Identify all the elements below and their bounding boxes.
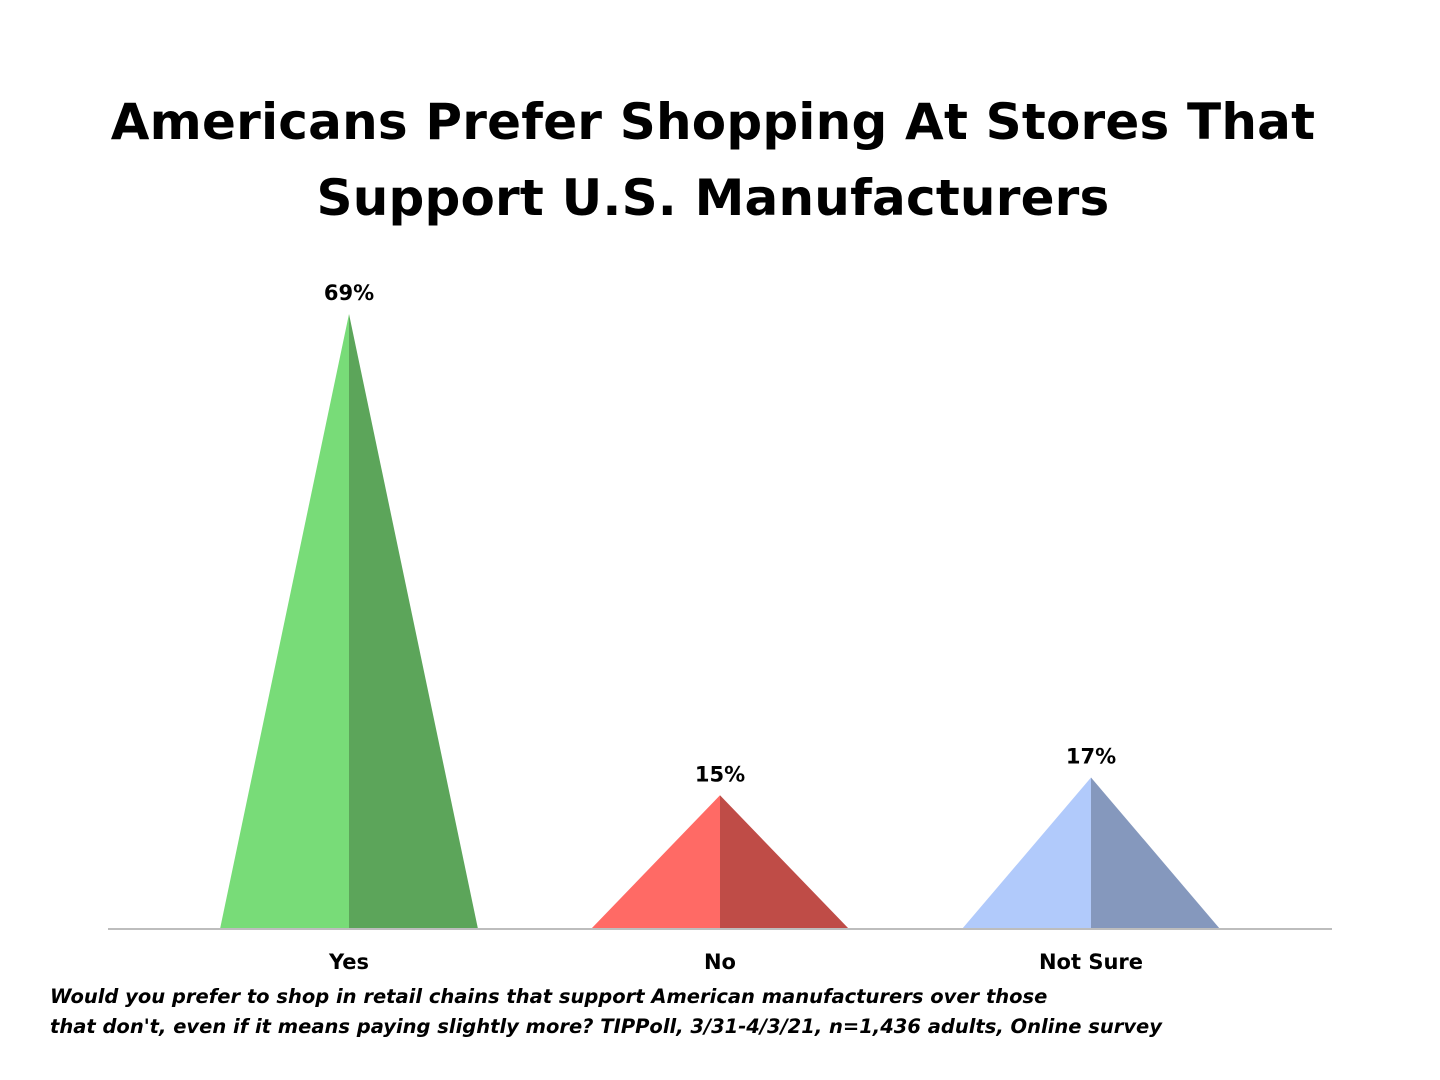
survey-caption: Would you prefer to shop in retail chain… bbox=[50, 982, 1390, 1042]
category-label-no: No bbox=[704, 950, 736, 974]
caption-line-1: Would you prefer to shop in retail chain… bbox=[50, 985, 1048, 1008]
bar-not-sure-right-face bbox=[1091, 777, 1220, 929]
data-label-yes: 69% bbox=[324, 281, 374, 305]
bar-yes-right-face bbox=[349, 314, 478, 929]
category-label-not-sure: Not Sure bbox=[1039, 950, 1143, 974]
bar-not-sure-left-face bbox=[962, 777, 1091, 929]
data-label-no: 15% bbox=[695, 762, 745, 786]
bar-no-right-face bbox=[720, 795, 849, 929]
bar-yes-left-face bbox=[220, 314, 349, 929]
caption-line-2: that don't, even if it means paying slig… bbox=[50, 1015, 1162, 1038]
chart-title: Americans Prefer Shopping At Stores That… bbox=[0, 84, 1426, 236]
category-label-yes: Yes bbox=[328, 950, 369, 974]
chart-title-line-2: Support U.S. Manufacturers bbox=[316, 169, 1110, 227]
data-label-not-sure: 17% bbox=[1066, 744, 1116, 768]
chart-title-line-1: Americans Prefer Shopping At Stores That bbox=[110, 93, 1316, 151]
bar-no-left-face bbox=[591, 795, 720, 929]
